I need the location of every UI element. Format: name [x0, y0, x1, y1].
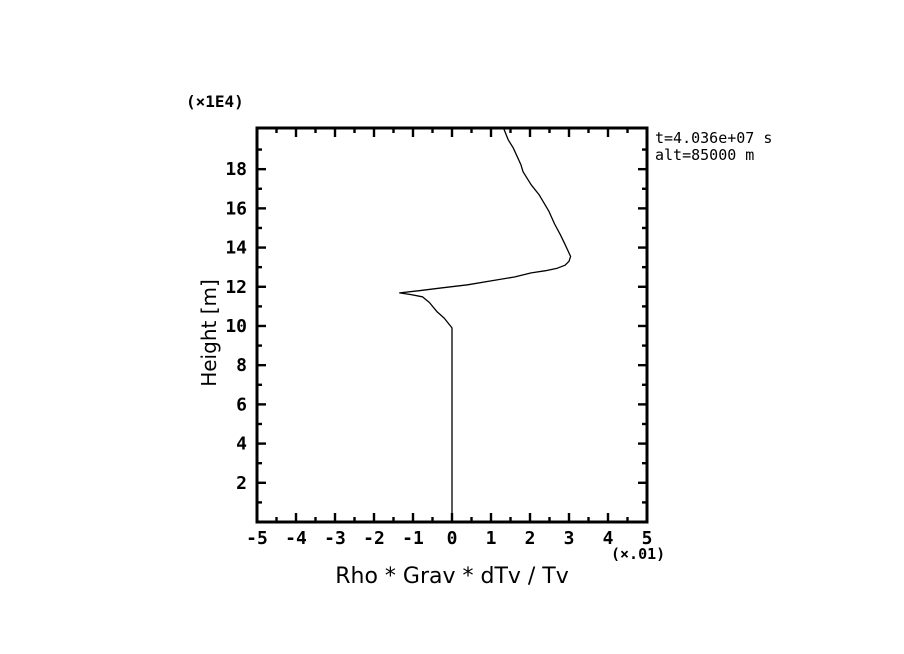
annotation-altitude: alt=85000 m — [655, 145, 755, 164]
y-tick-label: 10 — [225, 316, 247, 337]
x-tick-label: 5 — [642, 528, 653, 549]
x-tick-label: 2 — [525, 528, 536, 549]
x-axis-scale-note: (×.01) — [611, 545, 666, 563]
y-axis-title: Height [m] — [197, 279, 221, 387]
x-axis-title: Rho * Grav * dTv / Tv — [335, 564, 569, 589]
buoyancy-profile-curve — [399, 127, 572, 520]
y-tick-label: 6 — [236, 394, 247, 415]
x-tick-label: -5 — [246, 528, 268, 549]
annotation-block: t=4.036e+07 s alt=85000 m — [655, 130, 772, 163]
x-tick-label: 4 — [603, 528, 614, 549]
y-tick-label: 14 — [225, 238, 247, 259]
annotation-time: t=4.036e+07 s — [655, 129, 773, 147]
x-tick-label: -3 — [324, 528, 346, 549]
x-tick-label: 3 — [564, 528, 575, 549]
y-tick-label: 2 — [236, 473, 247, 494]
y-tick-label: 18 — [225, 159, 247, 180]
x-tick-label: -1 — [402, 528, 424, 549]
y-tick-label: 4 — [236, 434, 247, 455]
x-tick-label: -4 — [285, 528, 307, 549]
x-tick-label: -2 — [363, 528, 385, 549]
y-tick-label: 8 — [236, 355, 247, 376]
x-tick-label: 1 — [486, 528, 497, 549]
x-tick-label: 0 — [447, 528, 458, 549]
y-tick-label: 12 — [225, 277, 247, 298]
y-tick-label: 16 — [225, 198, 247, 219]
y-axis-scale-note: (×1E4) — [186, 92, 244, 111]
